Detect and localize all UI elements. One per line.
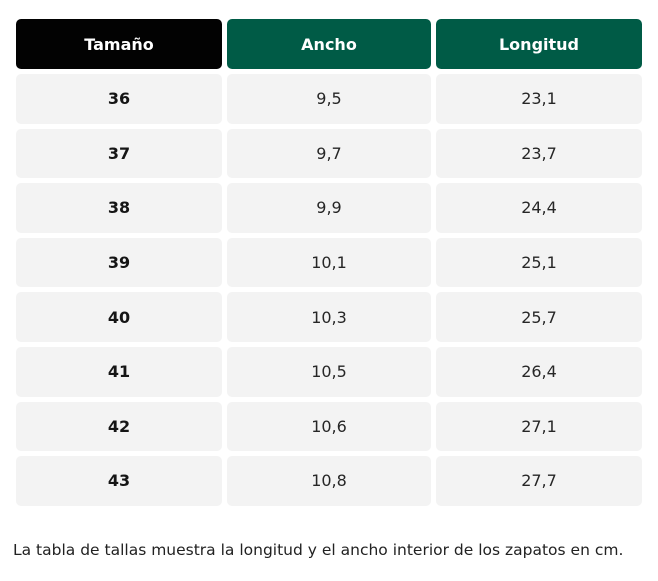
cell-width: 9,9: [227, 183, 431, 233]
cell-length: 25,1: [436, 237, 642, 288]
cell-length: 25,7: [436, 292, 642, 342]
cell-size: 37: [16, 128, 222, 179]
cell-length: 23,7: [436, 128, 642, 179]
cell-length: 27,7: [436, 456, 642, 506]
cell-width: 10,6: [227, 401, 431, 452]
cell-width: 10,8: [227, 456, 431, 506]
cell-length: 26,4: [436, 346, 642, 397]
header-size: Tamaño: [16, 19, 222, 69]
cell-size: 36: [16, 74, 222, 124]
header-length: Longitud: [436, 19, 642, 69]
cell-size: 40: [16, 292, 222, 342]
cell-length: 23,1: [436, 74, 642, 124]
cell-width: 9,5: [227, 74, 431, 124]
cell-width: 10,1: [227, 237, 431, 288]
cell-size: 41: [16, 346, 222, 397]
header-width: Ancho: [227, 19, 431, 69]
cell-size: 42: [16, 401, 222, 452]
cell-width: 9,7: [227, 128, 431, 179]
cell-length: 24,4: [436, 183, 642, 233]
cell-size: 39: [16, 237, 222, 288]
cell-size: 43: [16, 456, 222, 506]
cell-length: 27,1: [436, 401, 642, 452]
table-caption: La tabla de tallas muestra la longitud y…: [13, 540, 624, 559]
cell-size: 38: [16, 183, 222, 233]
cell-width: 10,5: [227, 346, 431, 397]
size-table: Tamaño Ancho Longitud 36 9,5 23,1 37 9,7…: [16, 19, 642, 506]
cell-width: 10,3: [227, 292, 431, 342]
